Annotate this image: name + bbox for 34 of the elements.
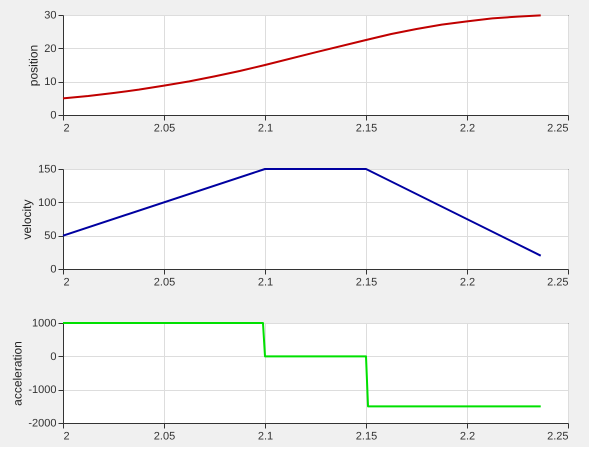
x-tick-label: 2.1 bbox=[258, 122, 274, 134]
x-tick-label: 2.25 bbox=[547, 122, 568, 134]
y-tick-label: 10 bbox=[44, 76, 56, 88]
x-tick-label: 2 bbox=[64, 430, 70, 442]
x-tick-label: 2 bbox=[64, 122, 70, 134]
x-tick-label: 2.05 bbox=[154, 276, 176, 288]
y-tick-label: 1000 bbox=[32, 318, 56, 330]
y-axis-title: position bbox=[26, 44, 40, 86]
y-tick-label: 0 bbox=[50, 110, 56, 122]
x-tick-label: 2.2 bbox=[460, 122, 476, 134]
x-tick-label: 2.15 bbox=[356, 122, 378, 134]
y-tick-label: -2000 bbox=[28, 418, 56, 430]
x-tick-label: 2.25 bbox=[547, 276, 568, 288]
y-tick-label: 0 bbox=[50, 264, 56, 276]
x-tick-label: 2.2 bbox=[460, 276, 476, 288]
x-tick-label: 2 bbox=[64, 276, 70, 288]
y-axis-title: acceleration bbox=[10, 341, 24, 406]
x-tick-label: 2.05 bbox=[154, 430, 176, 442]
x-tick-label: 2.25 bbox=[547, 430, 568, 442]
y-tick-label: -1000 bbox=[28, 384, 56, 396]
y-tick-label: 100 bbox=[38, 196, 56, 209]
x-tick-label: 2.15 bbox=[356, 430, 378, 442]
y-axis-title: velocity bbox=[20, 199, 34, 240]
y-tick-label: 30 bbox=[44, 10, 56, 22]
line-series bbox=[62, 14, 542, 100]
x-tick-label: 2.1 bbox=[258, 430, 274, 442]
y-tick-label: 150 bbox=[38, 164, 56, 176]
x-tick-label: 2.15 bbox=[356, 276, 378, 288]
y-tick-label: 0 bbox=[50, 350, 56, 363]
x-tick-label: 2.05 bbox=[154, 122, 176, 134]
y-tick-label: 20 bbox=[44, 42, 56, 55]
x-tick-label: 2.1 bbox=[258, 276, 274, 288]
y-tick-label: 50 bbox=[44, 230, 56, 242]
x-tick-label: 2.2 bbox=[460, 430, 476, 442]
